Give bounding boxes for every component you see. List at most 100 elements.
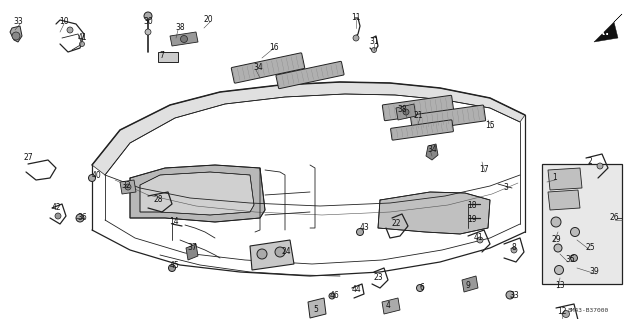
Text: 15: 15 xyxy=(485,122,495,130)
Circle shape xyxy=(144,12,152,20)
Polygon shape xyxy=(462,276,478,292)
Text: 33: 33 xyxy=(509,291,519,300)
Polygon shape xyxy=(120,180,136,194)
FancyBboxPatch shape xyxy=(276,61,344,89)
Polygon shape xyxy=(170,32,198,46)
Text: 21: 21 xyxy=(413,112,423,121)
Text: 5: 5 xyxy=(314,306,319,315)
Text: 40: 40 xyxy=(91,170,101,180)
Circle shape xyxy=(570,227,579,236)
Polygon shape xyxy=(250,240,294,270)
Polygon shape xyxy=(140,172,254,215)
Bar xyxy=(158,52,178,62)
Text: 12: 12 xyxy=(557,308,567,316)
Text: 23: 23 xyxy=(373,273,383,283)
Text: 20: 20 xyxy=(203,16,213,25)
Text: 44: 44 xyxy=(351,286,361,294)
Text: 27: 27 xyxy=(23,153,33,162)
Circle shape xyxy=(511,247,517,253)
FancyBboxPatch shape xyxy=(410,105,486,131)
Polygon shape xyxy=(92,82,525,175)
FancyBboxPatch shape xyxy=(390,120,453,140)
Text: 8M43-B37000: 8M43-B37000 xyxy=(568,308,609,314)
Text: 31: 31 xyxy=(369,38,379,47)
Text: 18: 18 xyxy=(467,202,477,211)
Polygon shape xyxy=(382,298,400,314)
Text: 30: 30 xyxy=(143,18,153,26)
Polygon shape xyxy=(548,168,582,190)
Text: 38: 38 xyxy=(397,106,407,115)
Circle shape xyxy=(275,247,285,257)
Circle shape xyxy=(168,264,175,271)
Text: 28: 28 xyxy=(153,196,163,204)
Text: 34: 34 xyxy=(427,145,437,154)
Text: 35: 35 xyxy=(565,256,575,264)
Circle shape xyxy=(597,163,603,169)
Text: 33: 33 xyxy=(13,18,23,26)
Circle shape xyxy=(76,214,84,222)
Text: 36: 36 xyxy=(77,213,87,222)
Text: 41: 41 xyxy=(77,33,87,42)
Circle shape xyxy=(551,217,561,227)
Text: 39: 39 xyxy=(589,268,599,277)
FancyBboxPatch shape xyxy=(231,53,305,83)
Text: 25: 25 xyxy=(585,243,595,253)
Polygon shape xyxy=(378,192,490,234)
Circle shape xyxy=(145,29,151,35)
Text: 46: 46 xyxy=(329,291,339,300)
Circle shape xyxy=(12,32,20,40)
Circle shape xyxy=(180,35,188,42)
Polygon shape xyxy=(10,26,22,42)
Text: 19: 19 xyxy=(467,216,477,225)
Polygon shape xyxy=(548,190,580,210)
Text: 2: 2 xyxy=(588,158,593,167)
Text: 26: 26 xyxy=(609,213,619,222)
Text: 10: 10 xyxy=(59,18,69,26)
Text: 34: 34 xyxy=(253,63,263,72)
Text: 13: 13 xyxy=(555,281,565,291)
Text: 37: 37 xyxy=(187,243,197,253)
Circle shape xyxy=(563,310,570,317)
Text: 7: 7 xyxy=(159,50,164,60)
Bar xyxy=(542,164,622,284)
Circle shape xyxy=(257,249,267,259)
Circle shape xyxy=(554,265,563,275)
Circle shape xyxy=(417,285,424,292)
Text: 4: 4 xyxy=(385,300,390,309)
Polygon shape xyxy=(130,165,265,222)
Circle shape xyxy=(554,244,562,252)
Polygon shape xyxy=(594,14,622,42)
Text: 38: 38 xyxy=(175,24,185,33)
Circle shape xyxy=(570,255,577,262)
Text: FR.: FR. xyxy=(591,27,609,37)
Polygon shape xyxy=(426,144,438,160)
Text: 3: 3 xyxy=(504,183,508,192)
Text: 22: 22 xyxy=(391,219,401,228)
Polygon shape xyxy=(308,298,326,318)
Circle shape xyxy=(403,109,409,115)
Polygon shape xyxy=(396,104,416,120)
Circle shape xyxy=(79,41,84,47)
Text: 41: 41 xyxy=(473,234,483,242)
Circle shape xyxy=(88,174,95,182)
Circle shape xyxy=(506,291,514,299)
Circle shape xyxy=(329,293,335,299)
Text: 14: 14 xyxy=(169,218,179,226)
Text: 11: 11 xyxy=(351,13,361,23)
Circle shape xyxy=(67,27,73,33)
Circle shape xyxy=(353,35,359,41)
Text: 29: 29 xyxy=(551,235,561,244)
Text: 6: 6 xyxy=(420,284,424,293)
Circle shape xyxy=(55,213,61,219)
Text: 24: 24 xyxy=(281,248,291,256)
Text: 32: 32 xyxy=(121,181,131,189)
Polygon shape xyxy=(186,244,198,260)
Text: 43: 43 xyxy=(359,224,369,233)
Text: 8: 8 xyxy=(511,243,516,253)
Circle shape xyxy=(371,48,376,53)
Text: 45: 45 xyxy=(169,261,179,270)
Text: 1: 1 xyxy=(552,174,557,182)
FancyBboxPatch shape xyxy=(382,95,454,121)
Circle shape xyxy=(477,237,483,243)
Text: 9: 9 xyxy=(465,280,470,290)
